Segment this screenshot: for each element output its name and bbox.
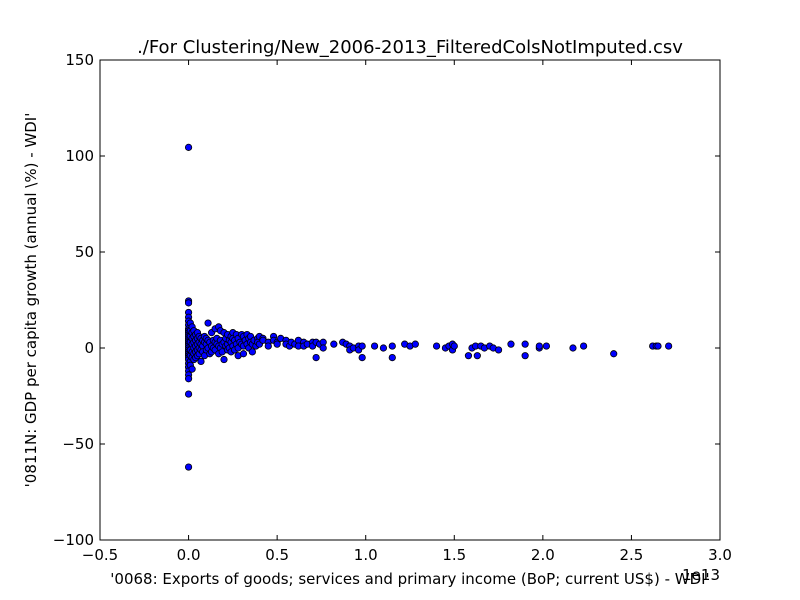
scatter-point — [319, 344, 327, 352]
scatter-point — [464, 352, 473, 360]
scatter-point — [197, 357, 205, 366]
scatter-point — [379, 344, 388, 352]
scatter-point — [370, 342, 379, 350]
scatter-point — [542, 342, 551, 350]
y-tick-label: 50 — [75, 243, 94, 261]
x-tick-label: 0.5 — [265, 546, 289, 564]
scatter-point — [239, 350, 248, 358]
scatter-point — [184, 375, 193, 383]
scatter-point — [450, 342, 458, 350]
scatter-point — [569, 344, 577, 352]
x-tick-label: 1.0 — [354, 546, 378, 564]
x-tick-label: 0.0 — [177, 546, 201, 564]
scatter-point — [273, 340, 281, 348]
scatter-point — [665, 342, 673, 350]
scatter-point — [184, 463, 193, 471]
scatter-point — [411, 340, 419, 348]
points-layer — [184, 143, 673, 471]
scatter-point — [184, 143, 193, 151]
x-tick-label: 2.5 — [619, 546, 643, 564]
x-axis-label: '0068: Exports of goods; services and pr… — [110, 570, 709, 588]
scatter-point — [188, 365, 196, 373]
y-tick-label: 0 — [84, 339, 94, 357]
scatter-point — [507, 340, 515, 348]
x-tick-label: 2.0 — [531, 546, 555, 564]
scatter-point — [264, 342, 272, 350]
scatter-point — [330, 340, 338, 348]
x-tick-label: 3.0 — [708, 546, 732, 564]
scatter-point — [204, 319, 212, 327]
scatter-point — [388, 353, 396, 362]
tick-layer: −0.5 0.0 0.5 1.0 1.5 2.0 2.5 3.0 −100 −50 0 50 100 15… — [53, 51, 732, 564]
scatter-point — [432, 342, 441, 350]
y-tick-label: 150 — [65, 51, 94, 69]
y-tick-label: −100 — [53, 531, 94, 549]
scatter-point — [494, 346, 503, 354]
scatter-point — [388, 342, 396, 350]
scatter-point — [358, 353, 366, 362]
y-tick-label: −50 — [62, 435, 94, 453]
scatter-point — [184, 299, 193, 307]
scatter-point — [358, 342, 366, 350]
scatter-point — [521, 340, 529, 348]
x-tick-label: −0.5 — [82, 546, 118, 564]
scatter-point — [654, 342, 662, 350]
scatter-point — [473, 352, 481, 360]
x-tick-label: 1.5 — [442, 546, 466, 564]
scatter-point — [610, 350, 618, 358]
plot-area-frame — [99, 59, 721, 541]
scatter-point — [220, 355, 228, 364]
y-axis-label: '0811N: GDP per capita growth (annual \%… — [22, 113, 40, 488]
y-tick-label: 100 — [65, 147, 94, 165]
scatter-point — [535, 342, 543, 350]
scatter-point — [184, 390, 193, 398]
scatter-point — [312, 353, 320, 362]
scatter-point — [521, 352, 529, 360]
scatter-point — [579, 342, 588, 350]
x-axis-offset-label: 1e13 — [682, 566, 720, 584]
chart-title: ./For Clustering/New_2006-2013_FilteredC… — [137, 37, 683, 58]
scatter-point — [248, 348, 256, 356]
